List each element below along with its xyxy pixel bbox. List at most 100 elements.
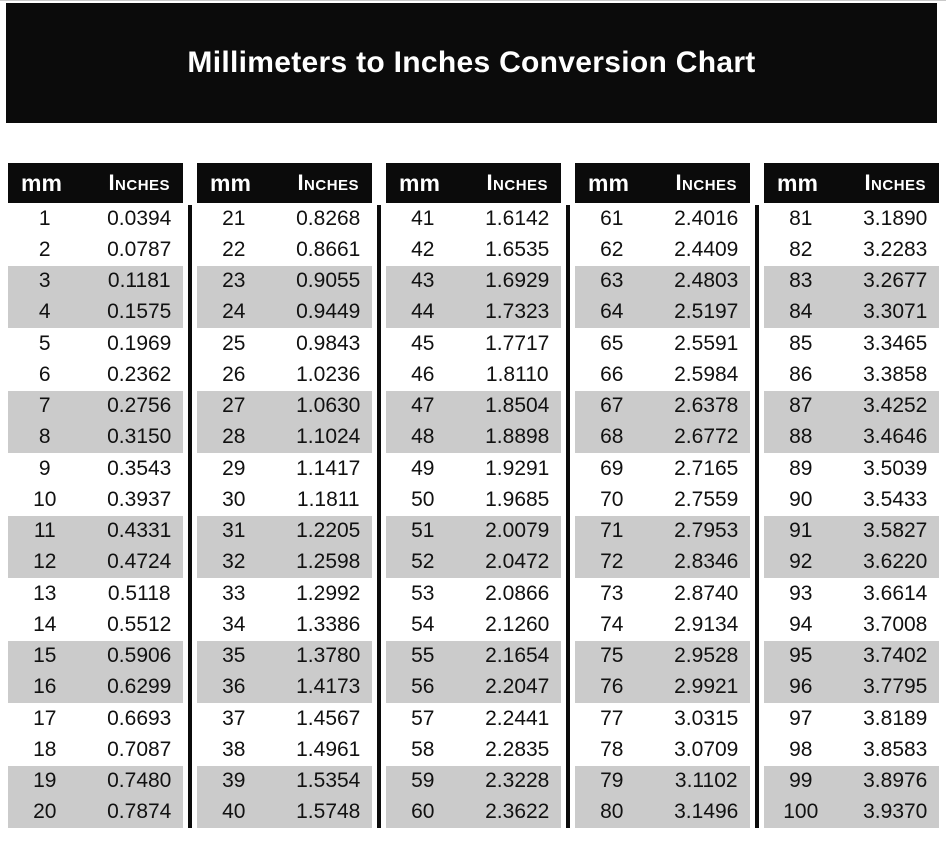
mm-value: 84: [789, 300, 813, 324]
table-row: 73 2.8740: [575, 578, 750, 609]
inches-value: 2.0079: [485, 519, 550, 543]
inches-value: 1.7323: [485, 300, 550, 324]
inches-value: 2.0472: [485, 550, 550, 574]
mm-value: 44: [411, 300, 435, 324]
table-row: 67 2.6378: [575, 390, 750, 422]
mm-value: 12: [33, 550, 57, 574]
inches-value: 2.2047: [485, 675, 550, 699]
table-row: 74 2.9134: [575, 609, 750, 640]
conversion-column-group-1: mm Inches 1 0.0394 2 0.0787 3 0.1181 4 0.1575 5 0.1…: [8, 163, 183, 828]
mm-value: 63: [600, 269, 624, 293]
inches-value: 0.8661: [296, 237, 361, 261]
table-row: 81 3.1890: [764, 203, 939, 234]
inches-column-header: Inches: [864, 170, 927, 195]
inches-value: 1.6142: [485, 206, 550, 230]
table-row: 1 0.0394: [8, 203, 183, 234]
table-row: 43 1.6929: [386, 265, 561, 297]
inches-value: 2.6378: [674, 394, 739, 418]
inches-value: 3.8976: [863, 769, 928, 793]
table-row: 46 1.8110: [386, 359, 561, 390]
mm-value: 55: [411, 644, 435, 668]
mm-value: 94: [789, 612, 813, 636]
mm-value: 51: [411, 519, 435, 543]
mm-column-header: mm: [210, 169, 251, 196]
mm-value: 66: [600, 362, 624, 386]
table-row: 63 2.4803: [575, 265, 750, 297]
inches-value: 3.1496: [674, 800, 739, 824]
table-row: 45 1.7717: [386, 328, 561, 359]
table-row: 31 1.2205: [197, 515, 372, 547]
inches-value: 3.5827: [863, 519, 928, 543]
inches-value: 1.2598: [296, 550, 361, 574]
table-row: 9 0.3543: [8, 453, 183, 484]
inches-value: 1.3780: [296, 644, 361, 668]
mm-value: 86: [789, 362, 813, 386]
table-row: 47 1.8504: [386, 390, 561, 422]
conversion-column-group-3: mm Inches 41 1.6142 42 1.6535 43 1.6929 44 1.7323…: [386, 163, 561, 828]
table-row: 87 3.4252: [764, 390, 939, 422]
table-row: 61 2.4016: [575, 203, 750, 234]
table-row: 71 2.7953: [575, 515, 750, 547]
mm-value: 7: [38, 394, 51, 418]
table-row: 78 3.0709: [575, 734, 750, 765]
table-row: 7 0.2756: [8, 390, 183, 422]
table-row: 86 3.3858: [764, 359, 939, 390]
mm-value: 99: [789, 769, 813, 793]
table-row: 17 0.6693: [8, 703, 183, 734]
table-row: 75 2.9528: [575, 640, 750, 672]
table-row: 36 1.4173: [197, 671, 372, 703]
inches-value: 2.1260: [485, 612, 550, 636]
inches-value: 2.3228: [485, 769, 550, 793]
mm-value: 33: [222, 581, 246, 605]
table-row: 85 3.3465: [764, 328, 939, 359]
inches-value: 1.2205: [296, 519, 361, 543]
table-row: 26 1.0236: [197, 359, 372, 390]
mm-value: 88: [789, 425, 813, 449]
inches-value: 1.0236: [296, 362, 361, 386]
mm-value: 28: [222, 425, 246, 449]
mm-value: 40: [222, 800, 246, 824]
inches-value: 2.5591: [674, 331, 739, 355]
table-row: 21 0.8268: [197, 203, 372, 234]
table-row: 41 1.6142: [386, 203, 561, 234]
mm-value: 3: [38, 269, 51, 293]
inches-value: 0.3150: [107, 425, 172, 449]
mm-value: 62: [600, 237, 624, 261]
inches-value: 1.8110: [485, 362, 549, 386]
mm-value: 23: [222, 269, 246, 293]
table-row: 40 1.5748: [197, 796, 372, 828]
mm-value: 19: [33, 769, 57, 793]
mm-value: 10: [33, 487, 57, 511]
inches-value: 3.5039: [863, 456, 928, 480]
mm-value: 82: [789, 237, 813, 261]
mm-value: 53: [411, 581, 435, 605]
mm-value: 70: [600, 487, 624, 511]
inches-value: 1.2992: [296, 581, 361, 605]
inches-value: 0.6299: [107, 675, 172, 699]
table-row: 100 3.9370: [764, 796, 939, 828]
mm-value: 8: [38, 425, 51, 449]
rows-container: 81 3.1890 82 3.2283 83 3.2677 84 3.3071 85 3.3465…: [764, 203, 939, 828]
table-row: 50 1.9685: [386, 484, 561, 515]
inches-value: 3.1102: [674, 769, 738, 793]
mm-value: 45: [411, 331, 435, 355]
inches-value: 1.3386: [296, 612, 361, 636]
table-row: 83 3.2677: [764, 265, 939, 297]
inches-value: 1.4173: [296, 675, 361, 699]
inches-value: 1.4567: [296, 706, 361, 730]
inches-value: 2.5984: [674, 362, 739, 386]
table-row: 23 0.9055: [197, 265, 372, 297]
inches-value: 2.7165: [674, 456, 739, 480]
mm-value: 98: [789, 737, 813, 761]
table-row: 27 1.0630: [197, 390, 372, 422]
table-row: 95 3.7402: [764, 640, 939, 672]
mm-value: 73: [600, 581, 624, 605]
table-row: 38 1.4961: [197, 734, 372, 765]
table-row: 14 0.5512: [8, 609, 183, 640]
mm-value: 11: [33, 519, 56, 543]
table-row: 5 0.1969: [8, 328, 183, 359]
inches-value: 3.4252: [863, 394, 928, 418]
inches-value: 2.2835: [485, 737, 550, 761]
mm-value: 75: [600, 644, 624, 668]
mm-value: 90: [789, 487, 813, 511]
